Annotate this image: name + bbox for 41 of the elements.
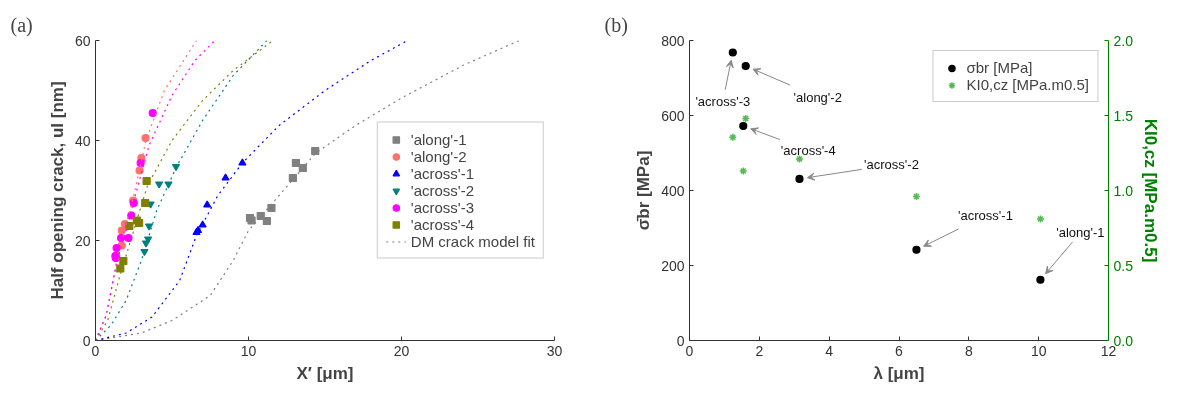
- annotation: 'across'-3: [695, 94, 751, 109]
- x-tick-label: 8: [964, 342, 973, 359]
- legend-label: 'along'-2: [410, 147, 467, 165]
- y2-tick-label: 1.0: [1113, 182, 1134, 199]
- legend-label: 'across'-3: [410, 198, 475, 216]
- x-tick-label: 30: [546, 342, 563, 359]
- x-tick-label: 2: [755, 342, 764, 359]
- chart-title: (b): [604, 13, 628, 37]
- legend-label: σbr [MPa]: [966, 59, 1033, 76]
- annotation: 'across'-2: [864, 157, 919, 173]
- x-tick-label: 6: [895, 342, 904, 359]
- annotation: 'along'-2: [793, 89, 842, 105]
- legend-label: 'along'-1: [410, 130, 467, 148]
- y-tick-label: 600: [661, 107, 685, 124]
- legend-label: DM crack model fit: [410, 232, 535, 250]
- chart-title: (a): [10, 13, 33, 37]
- legend-label: 'across'-4: [410, 215, 475, 233]
- y2-tick-label: 0.5: [1113, 257, 1134, 274]
- y-axis-title: Half opening crack, uI [nm]: [47, 81, 67, 300]
- legend-label: KI0,cz [MPa.m0.5]: [966, 76, 1089, 93]
- y-tick-label: 40: [74, 132, 91, 149]
- y-tick-label: 200: [661, 257, 685, 274]
- annotation: 'across'-1: [958, 208, 1013, 224]
- y2-tick-label: 2.0: [1113, 32, 1134, 49]
- y-tick-label: 800: [661, 32, 685, 49]
- y2-tick-label: 1.5: [1113, 107, 1134, 124]
- x-axis-title: λ [μm]: [873, 363, 925, 383]
- x-axis-title: X′ [μm]: [296, 363, 354, 383]
- y-tick-label: 20: [74, 232, 91, 249]
- legend-label: 'across'-2: [410, 181, 475, 199]
- x-tick-label: 4: [825, 342, 834, 359]
- legend-label: 'across'-1: [410, 164, 475, 182]
- y-tick-label: 60: [74, 32, 91, 49]
- x-tick-label: 10: [1030, 342, 1047, 359]
- y-tick-label: 400: [661, 182, 685, 199]
- annotation: 'across'-4: [780, 142, 836, 158]
- x-tick-label: 10: [240, 342, 257, 359]
- y2-axis-title: KI0,cz [MPa.m0.5]: [1140, 118, 1160, 263]
- annotation: 'along'-1: [1056, 225, 1105, 241]
- y-axis-title: σ̄br [MPa]: [634, 150, 654, 231]
- x-tick-label: 20: [393, 342, 410, 359]
